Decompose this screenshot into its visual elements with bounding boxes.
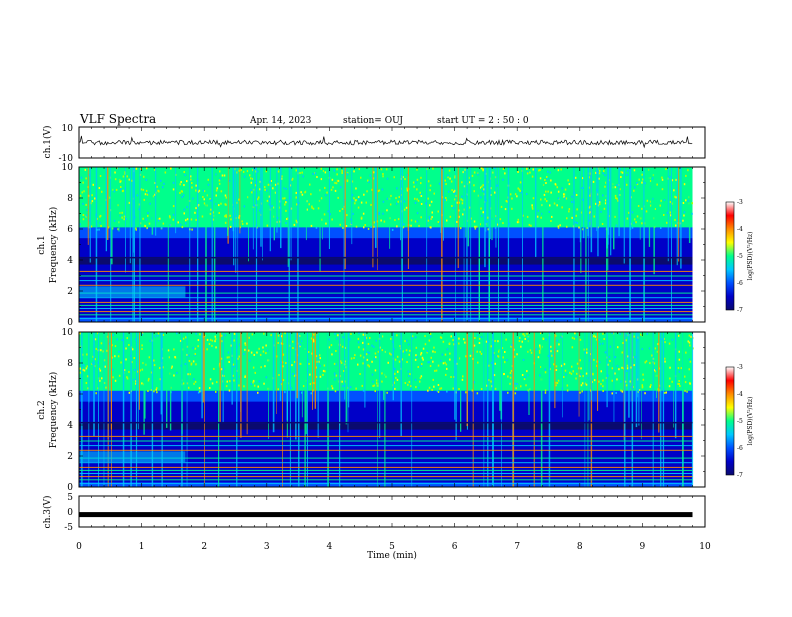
ch1-spectrogram-channel-label: ch.1 xyxy=(37,235,47,254)
ch1-ytick-6: 6 xyxy=(67,225,73,235)
ch1-colorbar-tick-6: -6 xyxy=(737,280,743,287)
ch2-ytick-0: 0 xyxy=(67,483,73,493)
ch2-colorbar-tick-7: -7 xyxy=(737,472,743,479)
ch2-colorbar-gradient xyxy=(725,366,735,476)
ch2-colorbar-tick-5: -5 xyxy=(737,418,743,425)
axis-tick-marks xyxy=(78,127,706,527)
ch2-spectrogram-image xyxy=(79,332,705,487)
ch2-ytick-6: 6 xyxy=(67,390,73,400)
ch1-colorbar-tick-3: -3 xyxy=(737,199,743,206)
ch1-waveform-frame xyxy=(78,126,706,159)
figure-title: VLF Spectra xyxy=(79,112,156,126)
ch1-ytick-top: 10 xyxy=(62,124,74,134)
xtick-4: 4 xyxy=(327,542,333,552)
xtick-1: 1 xyxy=(139,542,145,552)
xtick-8: 8 xyxy=(577,542,583,552)
ch1-spectrogram-panel: 10 8 6 4 2 0 ch.1 Frequency (kHz) -3 -4 … xyxy=(37,163,754,328)
ch1-colorbar-tick-7: -7 xyxy=(737,307,743,314)
ch2-colorbar-label: log(PSD)(V²/Hz) xyxy=(747,397,754,446)
ch3-waveform-panel: 5 0 -5 ch.3(V) xyxy=(42,493,706,533)
ch2-spectrogram-channel-label: ch.2 xyxy=(37,400,47,419)
ch1-waveform-ylabel: ch.1(V) xyxy=(42,126,53,159)
ch3-ytick-0: 0 xyxy=(67,508,73,518)
xtick-7: 7 xyxy=(514,542,520,552)
ch2-colorbar: -3 -4 -5 -6 -7 log(PSD)(V²/Hz) xyxy=(725,364,754,479)
ch2-ytick-2: 2 xyxy=(67,452,73,462)
ch2-colorbar-tick-3: -3 xyxy=(737,364,743,371)
ch2-ytick-8: 8 xyxy=(67,359,73,369)
xtick-3: 3 xyxy=(264,542,270,552)
ch1-colorbar-tick-5: -5 xyxy=(737,253,743,260)
xtick-10: 10 xyxy=(699,542,711,552)
x-axis-tick-labels: 0 1 2 3 4 5 6 7 8 9 10 xyxy=(76,542,711,552)
ch1-waveform-panel: 10 -10 ch.1(V) xyxy=(42,124,706,164)
xtick-6: 6 xyxy=(452,542,458,552)
ch2-spectrogram-yticks: 10 8 6 4 2 0 xyxy=(62,328,74,493)
ch3-ytick-5: 5 xyxy=(67,493,73,503)
xtick-5: 5 xyxy=(389,542,395,552)
ch1-ytick-10: 10 xyxy=(62,163,74,173)
xtick-9: 9 xyxy=(640,542,646,552)
ch2-colorbar-tick-4: -4 xyxy=(737,391,743,398)
xtick-2: 2 xyxy=(201,542,207,552)
ch1-colorbar-label: log(PSD)(V²/Hz) xyxy=(747,232,754,281)
ch2-spectrogram-ylabel: Frequency (kHz) xyxy=(48,372,59,449)
ch2-colorbar-tick-6: -6 xyxy=(737,445,743,452)
ch2-ytick-4: 4 xyxy=(67,421,73,431)
ch1-ytick-bottom: -10 xyxy=(59,154,74,164)
ch2-spectrogram-panel: 10 8 6 4 2 0 ch.2 Frequency (kHz) -3 -4 … xyxy=(37,328,754,493)
ch1-spectrogram-image xyxy=(79,167,705,322)
ch1-colorbar: -3 -4 -5 -6 -7 log(PSD)(V²/Hz) xyxy=(725,199,754,314)
ch1-ytick-8: 8 xyxy=(67,194,73,204)
date-label: Apr. 14, 2023 xyxy=(249,116,312,126)
ch3-waveform-frame xyxy=(78,495,706,528)
ch1-ytick-4: 4 xyxy=(67,256,73,266)
ch1-colorbar-gradient xyxy=(725,201,735,311)
ch1-ytick-2: 2 xyxy=(67,287,73,297)
ch3-waveform-trace xyxy=(79,512,693,518)
ch1-spectrogram-yticks: 10 8 6 4 2 0 xyxy=(62,163,74,328)
x-axis-label: Time (min) xyxy=(367,550,417,561)
station-label: station= OUJ xyxy=(343,116,403,126)
ch1-waveform-trace xyxy=(78,135,693,149)
ch1-ytick-0: 0 xyxy=(67,318,73,328)
start-time-label: start UT = 2 : 50 : 0 xyxy=(437,116,529,126)
ch3-waveform-ylabel: ch.3(V) xyxy=(42,496,53,529)
ch3-ytick-m5: -5 xyxy=(64,523,73,533)
ch1-spectrogram-ylabel: Frequency (kHz) xyxy=(48,207,59,284)
ch2-ytick-10: 10 xyxy=(62,328,74,338)
ch1-colorbar-tick-4: -4 xyxy=(737,226,743,233)
xtick-0: 0 xyxy=(76,542,82,552)
